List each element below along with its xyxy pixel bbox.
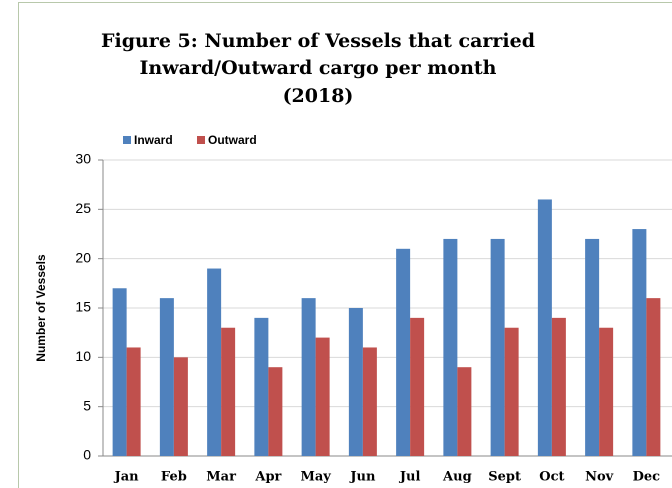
bar [315, 337, 330, 456]
bar [396, 248, 411, 456]
bar [348, 308, 363, 456]
bar [362, 347, 377, 456]
y-tick-label: 10 [75, 348, 91, 364]
x-tick-label: Feb [161, 470, 187, 485]
bar [585, 238, 600, 456]
x-tick-label: Aug [442, 470, 472, 485]
x-tick-label: Oct [539, 470, 564, 485]
x-tick-label: May [300, 470, 331, 485]
y-axis-label: Number of Vessels [34, 254, 48, 362]
bar [410, 317, 425, 456]
y-tick-label: 30 [75, 151, 91, 167]
x-tick-label: Jan [114, 470, 140, 485]
chart-border [18, 2, 672, 488]
bar [112, 288, 127, 456]
bar [504, 327, 519, 456]
chart-title: Figure 5: Number of Vessels that carried [101, 30, 535, 52]
bar [254, 317, 269, 456]
bar [599, 327, 614, 456]
x-tick-label: Mar [206, 470, 236, 485]
y-tick-label: 0 [83, 447, 91, 463]
legend-swatch [197, 136, 205, 144]
chart-title: Inward/Outward cargo per month [140, 57, 497, 79]
legend-label: Outward [208, 133, 257, 147]
bar [268, 367, 283, 456]
x-tick-label: Jul [399, 470, 421, 485]
bar [301, 298, 316, 456]
y-tick-label: 25 [75, 200, 91, 216]
bar [207, 268, 222, 456]
bar [551, 317, 566, 456]
bar [126, 347, 141, 456]
bar [646, 298, 661, 456]
y-tick-label: 15 [75, 299, 91, 315]
bar [173, 357, 188, 456]
x-tick-label: Apr [254, 470, 281, 485]
bar [443, 238, 458, 456]
y-tick-label: 5 [83, 397, 91, 413]
y-tick-label: 20 [75, 249, 91, 265]
x-tick-label: Nov [585, 470, 614, 485]
bar [159, 298, 174, 456]
bar [632, 229, 647, 456]
legend-swatch [123, 136, 131, 144]
bar [457, 367, 472, 456]
bar [221, 327, 236, 456]
bar [537, 199, 552, 456]
x-tick-label: Dec [633, 470, 661, 485]
chart-title: (2018) [283, 85, 354, 107]
x-tick-label: Sept [488, 470, 521, 485]
bar [490, 238, 505, 456]
legend-label: Inward [134, 133, 173, 147]
x-tick-label: Jun [349, 470, 376, 485]
